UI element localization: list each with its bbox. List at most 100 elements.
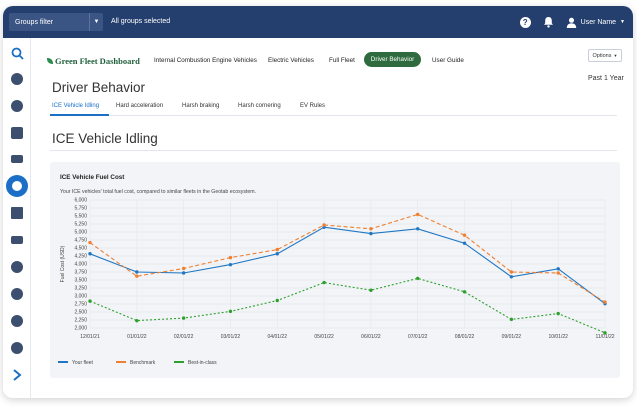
- camera-icon[interactable]: [10, 233, 24, 247]
- data-point: [135, 318, 139, 323]
- user-icon: [566, 17, 577, 28]
- x-tick-label: 10/01/22: [548, 334, 568, 340]
- tab-harsh-cornering[interactable]: Harsh cornering: [238, 103, 281, 109]
- data-point: [275, 247, 279, 252]
- data-point: [369, 288, 373, 292]
- data-point: [181, 266, 186, 271]
- bell-icon[interactable]: [543, 16, 554, 28]
- help-icon[interactable]: ?: [519, 16, 531, 28]
- y-tick-label: 6,000: [74, 198, 87, 204]
- y-tick-label: 2,000: [74, 326, 87, 332]
- location-pin-icon[interactable]: [10, 341, 24, 355]
- nav-electric-vehicles[interactable]: Electric Vehicles: [268, 57, 314, 64]
- y-tick-label: 2,250: [74, 318, 87, 324]
- data-point: [603, 300, 607, 304]
- y-tick-label: 4,500: [74, 246, 87, 252]
- groups-filter-label: Groups filter: [15, 18, 54, 26]
- data-point: [369, 231, 373, 236]
- data-point: [275, 298, 279, 303]
- divider: [50, 150, 617, 151]
- data-point: [509, 270, 514, 274]
- user-menu[interactable]: User Name ▼: [566, 17, 625, 28]
- y-tick-label: 3,000: [74, 294, 87, 300]
- groups-filter-dropdown[interactable]: Groups filter ▼: [9, 13, 103, 31]
- data-point: [88, 299, 92, 303]
- legend-label: Your fleet: [72, 360, 94, 366]
- truck-icon[interactable]: [10, 152, 24, 166]
- user-name: User Name: [580, 18, 617, 26]
- map-icon[interactable]: [10, 126, 24, 140]
- app-window: Groups filter ▼ All groups selected ? Us…: [3, 6, 633, 398]
- page-title: Driver Behavior: [52, 80, 146, 95]
- options-button[interactable]: Options ▼: [588, 49, 622, 62]
- data-point: [135, 270, 139, 274]
- data-point: [275, 252, 279, 256]
- tab-harsh-braking[interactable]: Harsh braking: [182, 103, 220, 109]
- card-subtitle: Your ICE vehicles' total fuel cost, comp…: [60, 189, 256, 195]
- data-point: [462, 233, 467, 237]
- y-tick-label: 5,250: [74, 222, 87, 228]
- nav-ice-vehicles[interactable]: Internal Combustion Engine Vehicles: [154, 57, 257, 64]
- y-tick-label: 3,500: [74, 278, 87, 284]
- x-tick-label: 12/01/21: [80, 334, 100, 340]
- x-tick-label: 08/01/22: [455, 334, 475, 340]
- data-point: [416, 227, 420, 231]
- legend-label: Benchmark: [130, 360, 156, 366]
- data-point: [416, 212, 420, 217]
- data-point: [181, 271, 186, 275]
- x-tick-label: 02/01/22: [174, 334, 194, 340]
- pie-chart-icon[interactable]: [10, 99, 24, 113]
- series-line-0: [89, 226, 606, 305]
- fuel-cost-line-chart: 2,000 2,250 2,500 2,750 3,000 3,250 3,500 3,750…: [58, 198, 615, 366]
- fuel-cost-card: ICE Vehicle Fuel Cost Your ICE vehicles'…: [50, 162, 620, 378]
- dashboard-nav: Green Fleet Dashboard Internal Combustio…: [32, 50, 633, 70]
- data-point: [462, 241, 467, 245]
- tab-hard-acceleration[interactable]: Hard acceleration: [116, 103, 164, 109]
- data-point: [228, 262, 233, 267]
- gear-icon[interactable]: [10, 314, 24, 328]
- data-point: [556, 311, 560, 316]
- x-tick-label: 01/01/22: [127, 334, 147, 340]
- data-point: [369, 227, 373, 231]
- active-tab-indicator: [50, 114, 109, 116]
- puzzle-icon[interactable]: [10, 260, 24, 274]
- main-content: Green Fleet Dashboard Internal Combustio…: [32, 38, 633, 398]
- compass-icon[interactable]: [10, 287, 24, 301]
- y-tick-label: 3,250: [74, 286, 87, 292]
- nav-driver-behavior[interactable]: Driver Behavior: [364, 52, 421, 67]
- x-tick-label: 07/01/22: [408, 334, 428, 340]
- data-point: [509, 275, 514, 279]
- y-tick-label: 4,750: [74, 238, 87, 244]
- green-fleet-logo[interactable]: Green Fleet Dashboard: [47, 56, 140, 66]
- chevron-down-icon[interactable]: ▼: [89, 13, 103, 31]
- help-icon[interactable]: [10, 72, 24, 86]
- data-point: [416, 276, 420, 281]
- data-point: [556, 267, 560, 271]
- y-tick-label: 5,000: [74, 230, 87, 236]
- chevron-right-icon[interactable]: [10, 368, 24, 382]
- data-point: [88, 240, 92, 245]
- x-tick-label: 03/01/22: [221, 334, 241, 340]
- bar-chart-icon[interactable]: [10, 206, 24, 220]
- y-tick-label: 5,500: [74, 214, 87, 220]
- driver-icon[interactable]: [6, 175, 28, 197]
- search-icon[interactable]: [10, 46, 24, 60]
- x-tick-label: 04/01/22: [268, 334, 288, 340]
- x-tick-label: 06/01/22: [361, 334, 381, 340]
- tab-ev-rules[interactable]: EV Rules: [300, 103, 326, 109]
- nav-full-fleet[interactable]: Full Fleet: [329, 57, 355, 64]
- series-line-1: [89, 213, 606, 303]
- data-point: [135, 274, 139, 278]
- y-tick-label: 5,750: [74, 206, 87, 212]
- x-tick-label: 09/01/22: [502, 334, 522, 340]
- data-point: [603, 331, 607, 335]
- y-tick-label: 2,750: [74, 302, 87, 308]
- x-tick-label: 05/01/22: [314, 334, 334, 340]
- top-bar: Groups filter ▼ All groups selected ? Us…: [3, 6, 633, 38]
- groups-selection-status: All groups selected: [111, 18, 171, 25]
- nav-user-guide[interactable]: User Guide: [432, 57, 464, 64]
- data-point: [322, 223, 326, 227]
- data-point: [322, 280, 326, 285]
- y-axis-label: Fuel Cost (USD): [60, 245, 66, 282]
- tab-ice-vehicle-idling[interactable]: ICE Vehicle Idling: [52, 103, 100, 109]
